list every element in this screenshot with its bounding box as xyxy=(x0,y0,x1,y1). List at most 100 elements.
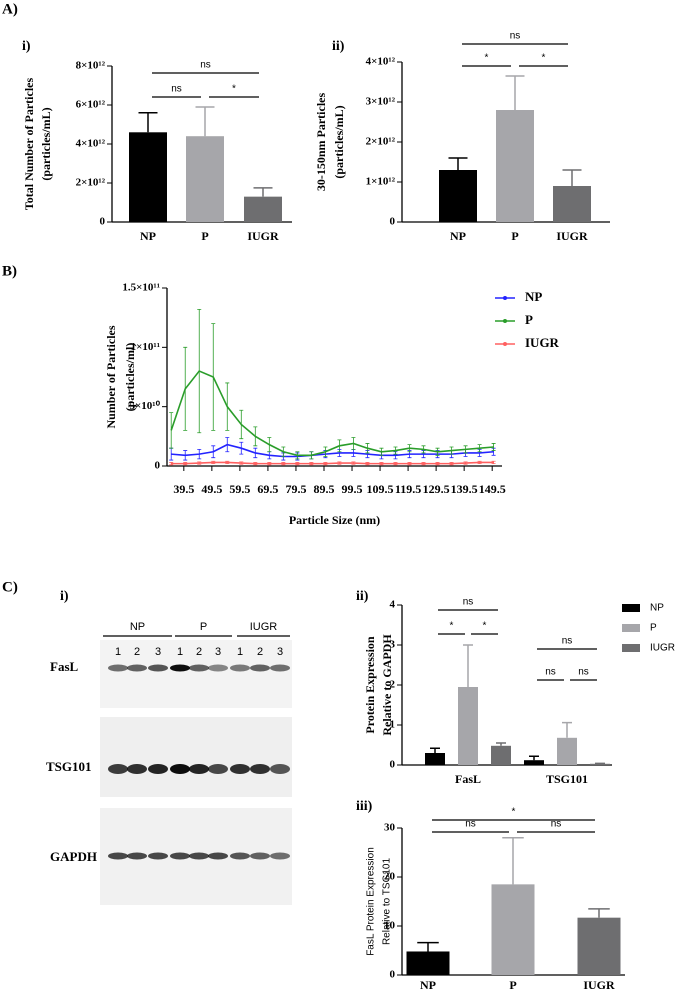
y-tick-label: 1×10¹² xyxy=(366,176,396,188)
blot-band xyxy=(270,764,290,774)
bar xyxy=(458,687,478,765)
blot-band xyxy=(108,664,128,672)
blot-band xyxy=(148,764,168,774)
panel-label: iii) xyxy=(356,799,373,814)
error-bar xyxy=(502,837,524,885)
significance-label: * xyxy=(483,621,487,632)
x-tick-label: IUGR xyxy=(583,978,615,991)
x-tick-label: 99.5 xyxy=(342,482,363,496)
x-tick-label: 49.5 xyxy=(201,482,222,496)
blot-band xyxy=(250,664,270,672)
blot-band xyxy=(170,764,190,774)
bar xyxy=(129,132,167,222)
blot-band-label: FasL xyxy=(50,659,79,674)
blot-membrane xyxy=(100,640,292,708)
legend-marker xyxy=(503,319,507,323)
y-tick-label: 0 xyxy=(390,216,396,228)
panel-label: i) xyxy=(22,39,31,54)
error-bar xyxy=(169,412,174,449)
significance-label: * xyxy=(232,84,236,95)
significance-label: * xyxy=(485,53,489,64)
blot-band xyxy=(148,664,168,672)
lane-number: 1 xyxy=(237,646,243,658)
panel-label: i) xyxy=(60,589,69,604)
significance-label: ns xyxy=(562,636,573,647)
blot-band-label: GAPDH xyxy=(50,849,97,864)
panel-label: ii) xyxy=(332,39,345,54)
bar xyxy=(244,196,282,222)
bar xyxy=(406,951,450,975)
blot-group-label: P xyxy=(200,621,207,633)
x-tick-label: 39.5 xyxy=(173,482,194,496)
error-bar xyxy=(588,908,610,918)
x-tick-label: 59.5 xyxy=(229,482,250,496)
y-tick-label: 4×10¹² xyxy=(366,56,396,68)
y-tick-label: 2×10¹² xyxy=(76,177,106,189)
error-bar xyxy=(417,941,439,952)
y-tick-label: 1 xyxy=(390,719,396,731)
error-bar xyxy=(562,169,582,186)
y-axis-label: (particles/ml) xyxy=(123,343,137,412)
x-tick-label: 129.5 xyxy=(423,482,450,496)
legend-label: P xyxy=(525,312,533,327)
series-line xyxy=(170,370,494,457)
blot-band xyxy=(108,852,128,860)
x-tick-label: 149.5 xyxy=(479,482,506,496)
y-tick-label: 2×10¹² xyxy=(366,136,396,148)
error-bar xyxy=(138,112,158,133)
y-tick-label: 10 xyxy=(384,920,396,932)
legend-swatch xyxy=(622,644,640,652)
significance-label: * xyxy=(512,807,516,818)
y-axis-label: Relative to TSG101 xyxy=(382,858,393,946)
panel-label: B) xyxy=(2,263,17,279)
x-tick-label: FasL xyxy=(455,772,481,786)
y-tick-label: 3 xyxy=(390,639,396,651)
y-tick-label: 0 xyxy=(390,969,396,981)
x-tick-label: P xyxy=(511,229,518,243)
significance-label: ns xyxy=(465,819,476,830)
legend-swatch xyxy=(622,624,640,632)
y-axis-label: (particles/mL) xyxy=(332,105,346,178)
y-axis-label: FasL Protein Expression xyxy=(366,847,377,956)
lane-number: 3 xyxy=(277,646,283,658)
blot-band xyxy=(127,764,147,774)
y-tick-label: 1.5×10¹¹ xyxy=(122,282,160,294)
legend-swatch xyxy=(622,604,640,612)
error-bar xyxy=(491,460,496,465)
x-tick-label: IUGR xyxy=(247,229,279,243)
y-tick-label: 0 xyxy=(100,216,106,228)
lane-number: 2 xyxy=(257,646,263,658)
blot-membrane xyxy=(100,717,292,797)
blot-band xyxy=(208,852,228,860)
significance-label: ns xyxy=(463,597,474,608)
x-tick-label: 109.5 xyxy=(367,482,394,496)
error-bar xyxy=(491,443,496,451)
bar xyxy=(496,110,534,222)
legend-label: IUGR xyxy=(650,643,675,654)
blot-band xyxy=(170,664,190,672)
x-tick-label: 79.5 xyxy=(285,482,306,496)
significance-label: * xyxy=(542,53,546,64)
bar xyxy=(557,737,577,765)
y-tick-label: 3×10¹² xyxy=(366,96,396,108)
blot-band xyxy=(230,664,250,672)
legend-marker xyxy=(503,296,507,300)
bar xyxy=(491,745,511,765)
significance-label: ns xyxy=(545,667,556,678)
significance-label: * xyxy=(450,621,454,632)
x-tick-label: 139.5 xyxy=(451,482,478,496)
error-bar xyxy=(253,187,273,197)
y-tick-label: 20 xyxy=(384,871,396,883)
lane-number: 3 xyxy=(215,646,221,658)
blot-band xyxy=(148,852,168,860)
x-tick-label: P xyxy=(509,978,516,991)
blot-band xyxy=(108,764,128,774)
y-tick-label: 0 xyxy=(390,759,396,771)
bar xyxy=(553,186,591,222)
series-line xyxy=(171,443,494,458)
blot-band xyxy=(127,852,147,860)
y-tick-label: 5×10¹⁰ xyxy=(130,400,161,412)
x-tick-label: P xyxy=(201,229,208,243)
bar xyxy=(186,136,224,222)
